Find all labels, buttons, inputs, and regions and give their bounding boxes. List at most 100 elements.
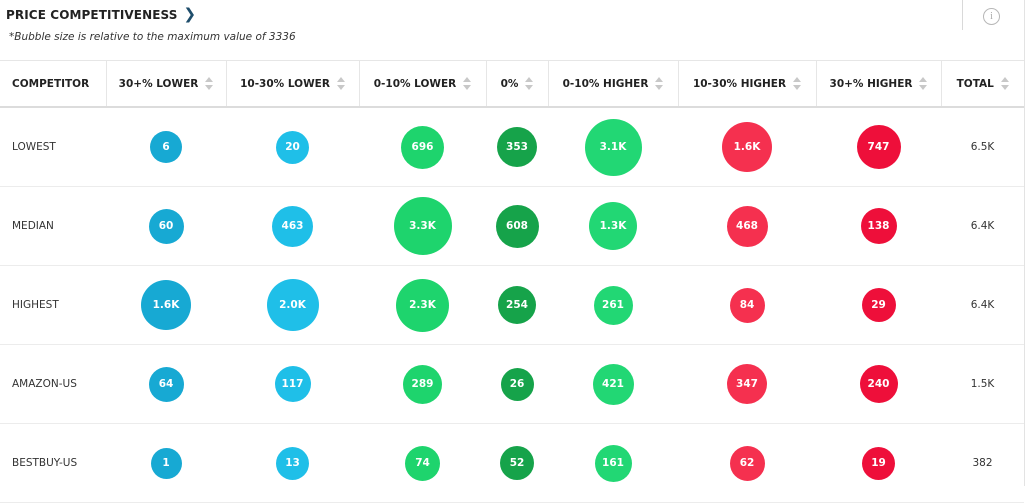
bubble-30-lower[interactable]: 1.6K: [141, 280, 191, 330]
bubble-10-30-higher[interactable]: 1.6K: [722, 122, 772, 172]
column-header-zero[interactable]: 0%: [486, 61, 549, 108]
column-header-10-30-lower[interactable]: 10-30% LOWER: [226, 61, 360, 108]
bubble-cell: 1.6K: [678, 107, 816, 187]
bubble-10-30-lower[interactable]: 13: [276, 446, 309, 480]
bubble-zero[interactable]: 52: [500, 446, 534, 480]
bubble-0-10-higher[interactable]: 3.1K: [584, 118, 642, 176]
column-header-competitor[interactable]: COMPETITOR: [0, 61, 107, 108]
total-value: 6.5K: [941, 107, 1024, 187]
bubble-cell: 2.0K: [226, 265, 359, 345]
competitor-name: HIGHEST: [0, 265, 106, 345]
bubble-30-lower[interactable]: 60: [148, 208, 184, 244]
column-header-label: 0-10% HIGHER: [562, 77, 649, 90]
bubble-30-lower[interactable]: 1: [150, 447, 182, 479]
bubble-cell: 13: [226, 423, 359, 503]
column-header-0-10-lower[interactable]: 0-10% LOWER: [359, 61, 487, 108]
bubble-cell: 19: [816, 423, 941, 503]
column-header-label: 30+% HIGHER: [829, 77, 913, 90]
bubble-cell: 608: [486, 186, 548, 266]
bubble-cell: 1.3K: [548, 186, 678, 266]
bubble-0-10-higher[interactable]: 161: [594, 444, 632, 482]
bubble-30-higher[interactable]: 138: [860, 208, 897, 244]
competitor-name: AMAZON-US: [0, 344, 106, 424]
column-header-label: TOTAL: [956, 77, 994, 90]
panel-title-link[interactable]: PRICE COMPETITIVENESS ❯: [6, 7, 196, 22]
column-header-0-10-higher[interactable]: 0-10% HIGHER: [548, 61, 679, 108]
bubble-cell: 62: [678, 423, 816, 503]
bubble-30-higher[interactable]: 747: [856, 125, 901, 169]
bubble-0-10-lower[interactable]: 2.3K: [396, 278, 449, 332]
sort-icon[interactable]: [655, 76, 664, 91]
bubble-cell: 64: [106, 344, 226, 424]
sort-icon[interactable]: [1000, 76, 1009, 91]
sort-icon[interactable]: [525, 76, 534, 91]
bubble-0-10-lower[interactable]: 289: [403, 364, 442, 404]
column-header-label: 0-10% LOWER: [373, 77, 457, 90]
column-header-30-lower[interactable]: 30+% LOWER: [106, 61, 227, 108]
bubble-0-10-higher[interactable]: 1.3K: [589, 202, 637, 250]
bubble-zero[interactable]: 353: [497, 127, 537, 167]
chevron-right-icon: ❯: [183, 5, 197, 23]
bubble-10-30-higher[interactable]: 468: [726, 205, 768, 247]
bubble-zero[interactable]: 254: [498, 286, 536, 324]
bubble-30-higher[interactable]: 19: [862, 446, 895, 480]
bubble-30-lower[interactable]: 64: [148, 366, 184, 402]
table-row: BESTBUY-US 1 13 74 52 161 62 19 382: [0, 423, 1024, 503]
bubble-10-30-lower[interactable]: 20: [276, 130, 309, 164]
bubble-cell: 353: [486, 107, 548, 187]
bubble-cell: 2.3K: [359, 265, 486, 345]
bubble-cell: 261: [548, 265, 678, 345]
bubble-cell: 421: [548, 344, 678, 424]
bubble-cell: 29: [816, 265, 941, 345]
bubble-30-higher[interactable]: 29: [861, 288, 896, 322]
bubble-10-30-higher[interactable]: 62: [729, 445, 765, 481]
bubble-10-30-lower[interactable]: 2.0K: [266, 279, 319, 331]
total-value: 6.4K: [941, 186, 1024, 266]
bubble-10-30-higher[interactable]: 84: [729, 287, 765, 323]
bubble-cell: 1: [106, 423, 226, 503]
bubble-cell: 117: [226, 344, 359, 424]
sort-icon[interactable]: [793, 76, 802, 91]
column-header-total[interactable]: TOTAL: [941, 61, 1024, 108]
sort-icon[interactable]: [336, 76, 345, 91]
bubble-cell: 84: [678, 265, 816, 345]
bubble-cell: 696: [359, 107, 486, 187]
price-competitiveness-table: COMPETITOR 30+% LOWER 10-30% LOWER 0-10% LO…: [0, 61, 1024, 503]
table-row: LOWEST 6 20 696 353 3.1K 1.6K 747 6.5K: [0, 107, 1024, 187]
bubble-cell: 1.6K: [106, 265, 226, 345]
bubble-cell: 3.3K: [359, 186, 486, 266]
bubble-cell: 747: [816, 107, 941, 187]
bubble-10-30-lower[interactable]: 117: [274, 366, 311, 402]
bubble-zero[interactable]: 26: [500, 367, 534, 401]
table-body: LOWEST 6 20 696 353 3.1K 1.6K 747 6.5K MEDIAN 60 46…: [0, 107, 1024, 503]
bubble-cell: 26: [486, 344, 548, 424]
bubble-0-10-lower[interactable]: 74: [405, 445, 440, 481]
bubble-10-30-higher[interactable]: 347: [727, 364, 767, 404]
panel-header: PRICE COMPETITIVENESS ❯ *Bubble size is …: [0, 0, 1024, 61]
bubble-cell: 463: [226, 186, 359, 266]
sort-icon[interactable]: [463, 76, 472, 91]
bubble-0-10-lower[interactable]: 3.3K: [393, 197, 452, 255]
info-icon[interactable]: i: [983, 8, 1000, 25]
bubble-30-higher[interactable]: 240: [859, 365, 898, 403]
bubble-cell: 20: [226, 107, 359, 187]
bubble-10-30-lower[interactable]: 463: [272, 205, 313, 247]
sort-icon[interactable]: [205, 76, 214, 91]
bubble-0-10-higher[interactable]: 421: [592, 363, 634, 405]
total-value: 6.4K: [941, 265, 1024, 345]
column-header-label: 10-30% LOWER: [240, 77, 330, 90]
bubble-cell: 161: [548, 423, 678, 503]
column-header-10-30-higher[interactable]: 10-30% HIGHER: [678, 61, 817, 108]
column-header-30-higher[interactable]: 30+% HIGHER: [816, 61, 942, 108]
panel-title: PRICE COMPETITIVENESS: [6, 7, 178, 22]
bubble-0-10-lower[interactable]: 696: [401, 125, 444, 169]
bubble-cell: 468: [678, 186, 816, 266]
bubble-zero[interactable]: 608: [495, 204, 539, 248]
bubble-30-lower[interactable]: 6: [150, 131, 182, 163]
column-header-label: 0%: [500, 77, 519, 90]
column-header-label: 30+% LOWER: [118, 77, 199, 90]
competitor-name: LOWEST: [0, 107, 106, 187]
sort-icon[interactable]: [919, 76, 928, 91]
table-header-row: COMPETITOR 30+% LOWER 10-30% LOWER 0-10% LO…: [0, 61, 1024, 108]
bubble-0-10-higher[interactable]: 261: [593, 285, 633, 325]
